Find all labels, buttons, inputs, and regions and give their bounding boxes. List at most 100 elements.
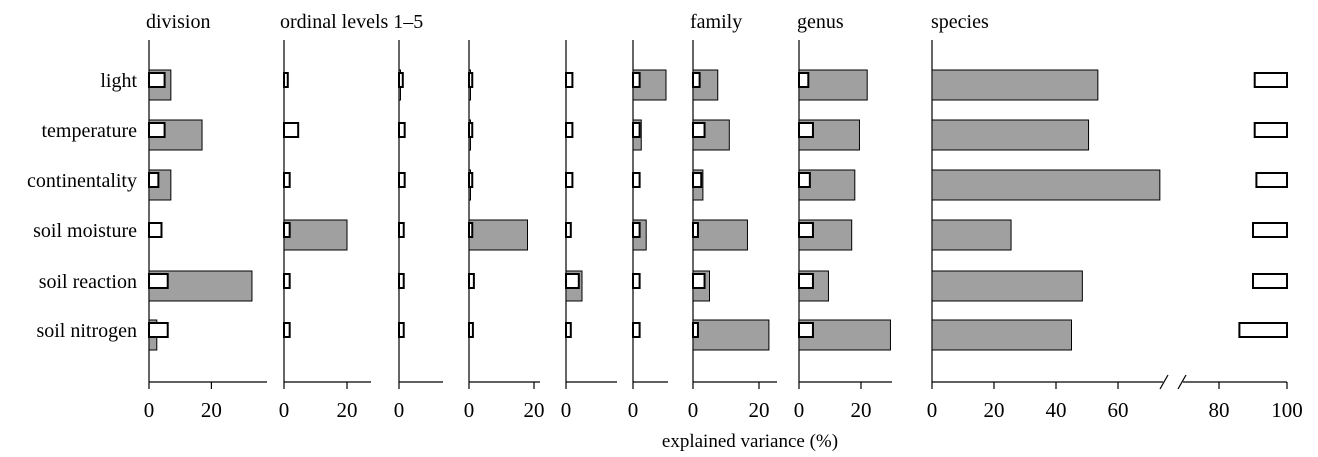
x-axis-title: explained variance (%): [662, 431, 838, 452]
white-bar: [148, 273, 169, 289]
grey-bar: [798, 319, 891, 351]
panel-title: division: [146, 11, 210, 33]
grey-bar: [283, 219, 348, 251]
white-bar: [565, 273, 580, 289]
x-tick-label: 20: [851, 398, 872, 422]
white-bar: [632, 222, 641, 238]
white-bar: [798, 273, 814, 289]
white-bar: [468, 322, 474, 338]
grey-bar: [931, 270, 1083, 302]
category-label: soil moisture: [33, 220, 137, 242]
x-tick-label: 0: [144, 398, 155, 422]
white-bar: [798, 222, 814, 238]
x-tick-label: 20: [201, 398, 222, 422]
category-label: temperature: [42, 120, 138, 142]
grey-bar: [692, 319, 770, 351]
white-bar: [632, 122, 641, 138]
white-bar: [148, 122, 166, 138]
grey-bar: [931, 69, 1099, 101]
white-bar: [398, 172, 406, 188]
white-bar: [632, 172, 641, 188]
panel-title: ordinal levels 1–5: [280, 11, 423, 33]
white-bar: [1252, 222, 1288, 238]
white-bar: [283, 273, 291, 289]
white-bar: [283, 172, 291, 188]
white-bar: [565, 72, 574, 88]
white-bar: [1253, 122, 1288, 138]
x-tick-label: 0: [394, 398, 405, 422]
white-bar: [692, 322, 699, 338]
x-tick-label: 20: [524, 398, 545, 422]
white-bar: [468, 72, 474, 88]
grey-bar: [931, 319, 1072, 351]
white-bar: [798, 172, 811, 188]
x-tick-label: 20: [337, 398, 358, 422]
white-bar: [148, 322, 169, 338]
white-bar: [283, 222, 291, 238]
panel-title: family: [690, 11, 742, 33]
white-bar: [148, 222, 163, 238]
white-bar: [565, 222, 572, 238]
white-bar: [1252, 273, 1288, 289]
white-bar: [283, 72, 289, 88]
grey-bar: [798, 69, 868, 101]
x-tick-label: 40: [1046, 398, 1067, 422]
white-bar: [398, 322, 405, 338]
white-bar: [398, 222, 405, 238]
white-bar: [565, 322, 572, 338]
white-bar: [692, 72, 701, 88]
white-bar: [632, 72, 641, 88]
white-bar: [632, 273, 641, 289]
axis-break-mark: [1177, 374, 1187, 390]
white-bar: [283, 322, 291, 338]
x-tick-label: 20: [749, 398, 770, 422]
white-bar: [148, 172, 160, 188]
x-tick-label: 20: [984, 398, 1005, 422]
grey-bar: [931, 119, 1090, 151]
white-bar: [1255, 172, 1289, 188]
white-bar: [798, 322, 814, 338]
x-tick-label: 0: [794, 398, 805, 422]
white-bar: [398, 122, 406, 138]
white-bar: [468, 273, 475, 289]
x-tick-label: 0: [628, 398, 639, 422]
white-bar: [468, 122, 474, 138]
white-bar: [692, 222, 699, 238]
category-label: soil reaction: [39, 271, 137, 293]
grey-bar: [468, 219, 528, 251]
white-bar: [798, 122, 814, 138]
x-tick-label: 0: [927, 398, 938, 422]
white-bar: [398, 273, 405, 289]
white-bar: [283, 122, 300, 138]
white-bar: [565, 122, 574, 138]
x-tick-label: 0: [279, 398, 290, 422]
white-bar: [468, 172, 474, 188]
white-bar: [692, 122, 706, 138]
x-tick-label: 80: [1209, 398, 1230, 422]
axis-break-mark: [1159, 374, 1169, 390]
white-bar: [1238, 322, 1289, 338]
x-tick-label: 0: [561, 398, 572, 422]
category-label: soil nitrogen: [36, 320, 137, 342]
category-label: light: [100, 70, 137, 92]
panel-title: genus: [797, 11, 844, 33]
grey-bar: [931, 219, 1012, 251]
white-bar: [398, 72, 404, 88]
white-bar: [692, 273, 706, 289]
category-label: continentality: [27, 170, 137, 192]
x-tick-label: 0: [464, 398, 475, 422]
white-bar: [468, 222, 474, 238]
x-tick-label: 0: [688, 398, 699, 422]
x-tick-label: 60: [1108, 398, 1129, 422]
white-bar: [565, 172, 574, 188]
white-bar: [1253, 72, 1288, 88]
grey-bar: [692, 219, 748, 251]
white-bar: [632, 322, 641, 338]
x-tick-label: 100: [1271, 398, 1303, 422]
white-bar: [692, 172, 703, 188]
grey-bar: [931, 169, 1161, 201]
white-bar: [148, 72, 166, 88]
panel-title: species: [931, 11, 989, 33]
